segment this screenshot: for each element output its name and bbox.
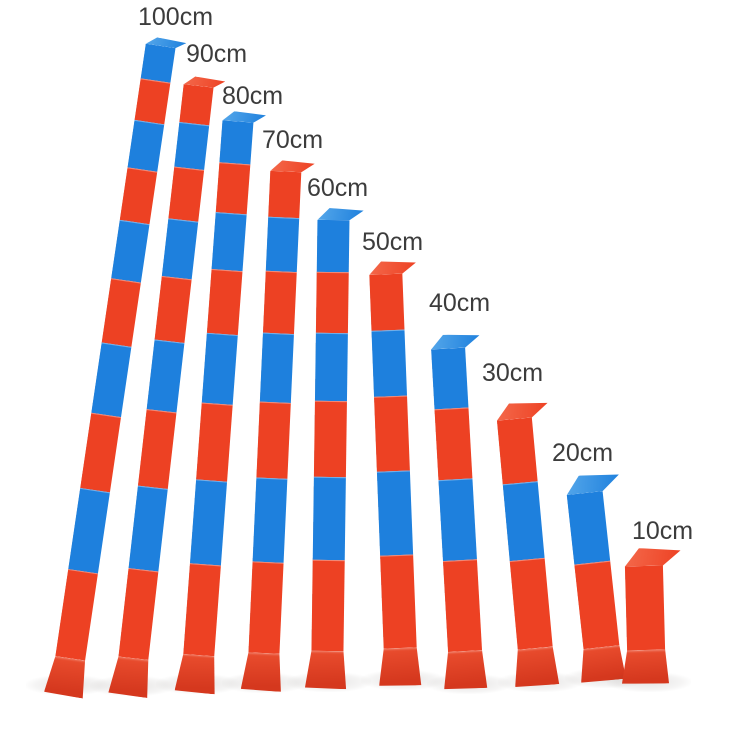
rod-segment-red — [379, 554, 417, 649]
rod-segment-red — [496, 417, 538, 485]
rod-segment-red — [154, 275, 192, 343]
rod-segment-blue — [566, 491, 611, 565]
rod-end-face — [174, 654, 218, 695]
rod-segment-red — [80, 412, 122, 493]
number-rod-20cm — [565, 473, 623, 682]
rod-segment-red — [434, 407, 473, 481]
rod-segment-red — [137, 409, 177, 489]
rod-end-face — [44, 655, 89, 698]
number-rod-70cm — [247, 160, 302, 686]
rod-segment-blue — [68, 487, 110, 574]
rod-end-face — [305, 651, 348, 690]
rod-top-face — [624, 547, 680, 566]
rod-segment-red — [262, 270, 297, 335]
rod-segment-stack — [624, 565, 666, 651]
rod-end-face — [240, 652, 283, 692]
rod-top-face — [270, 160, 314, 173]
number-rod-50cm — [368, 261, 417, 683]
rod-segment-red — [118, 568, 159, 660]
rod-segment-blue — [211, 212, 247, 272]
rod-end-face — [578, 645, 627, 684]
rod-segment-red — [255, 401, 291, 479]
rod-segment-stack — [496, 417, 553, 650]
rod-end-face — [511, 646, 559, 688]
number-rod-30cm — [495, 402, 555, 686]
rod-segment-blue — [218, 120, 253, 165]
rod-segment-blue — [438, 478, 477, 562]
rod-top-face — [495, 400, 548, 421]
rod-segment-red — [311, 559, 345, 652]
number-rod-60cm — [311, 208, 350, 684]
rod-segment-red — [119, 167, 158, 225]
rod-segment-blue — [265, 216, 299, 273]
rod-segment-red — [624, 565, 666, 651]
rod-label-100: 100cm — [138, 3, 214, 31]
rod-segment-blue — [252, 477, 287, 563]
rod-segment-blue — [127, 119, 165, 172]
rod-segment-blue — [259, 332, 294, 403]
rod-segment-red — [509, 557, 553, 650]
rod-segment-red — [442, 559, 483, 653]
rod-segment-blue — [140, 43, 176, 83]
rod-segment-blue — [376, 470, 413, 556]
rod-segment-red — [101, 278, 141, 347]
rod-segment-blue — [502, 481, 545, 562]
rod-end-face — [442, 650, 488, 690]
rod-segment-blue — [128, 485, 168, 572]
rod-segment-red — [134, 78, 171, 125]
rod-segment-stack — [431, 347, 483, 653]
rod-segment-red — [215, 162, 250, 215]
rod-segment-blue — [146, 339, 185, 413]
rod-segment-stack — [247, 170, 301, 654]
rod-top-face — [565, 471, 621, 495]
rod-end-face — [621, 649, 670, 684]
rod-label-30: 30cm — [482, 359, 544, 387]
rod-label-70: 70cm — [262, 126, 324, 154]
rod-segment-red — [373, 395, 410, 472]
rod-segment-red — [55, 569, 98, 661]
rod-segment-blue — [370, 329, 407, 397]
rod-segment-blue — [161, 218, 199, 280]
rod-segment-red — [247, 561, 284, 654]
rod-segment-red — [368, 273, 404, 331]
rod-segment-blue — [201, 332, 238, 405]
number-rod-40cm — [430, 334, 484, 687]
rod-top-face — [430, 333, 480, 350]
rod-segment-stack — [566, 491, 620, 650]
rod-top-face — [317, 208, 363, 221]
rod-segment-red — [315, 271, 349, 334]
rod-segment-red — [179, 84, 214, 126]
rod-label-10: 10cm — [632, 517, 694, 545]
rod-segment-red — [313, 400, 347, 478]
rod-label-50: 50cm — [362, 228, 424, 256]
rod-segment-red — [267, 170, 301, 219]
rod-segment-stack — [368, 273, 417, 649]
rod-end-face — [377, 647, 421, 687]
rod-segment-red — [574, 560, 620, 650]
rod-label-40: 40cm — [429, 289, 491, 317]
rod-segment-blue — [316, 219, 350, 273]
rod-segment-blue — [189, 479, 227, 566]
rod-segment-blue — [312, 476, 346, 561]
rod-segment-red — [182, 563, 221, 657]
rod-segment-red — [206, 268, 242, 336]
rod-top-face — [368, 260, 415, 275]
rod-label-90: 90cm — [186, 40, 248, 68]
rod-segment-blue — [111, 219, 150, 283]
rod-segment-blue — [91, 342, 132, 418]
rod-label-80: 80cm — [222, 82, 284, 110]
rod-segment-blue — [431, 347, 469, 410]
rod-label-60: 60cm — [307, 174, 369, 202]
rod-end-face — [108, 656, 152, 698]
number-rod-10cm — [624, 548, 666, 685]
rod-segment-red — [168, 166, 205, 222]
rod-segment-stack — [311, 219, 350, 652]
rod-label-20: 20cm — [552, 439, 614, 467]
rod-segment-red — [195, 402, 233, 482]
rod-segment-blue — [174, 121, 210, 171]
rod-segment-blue — [314, 332, 348, 402]
